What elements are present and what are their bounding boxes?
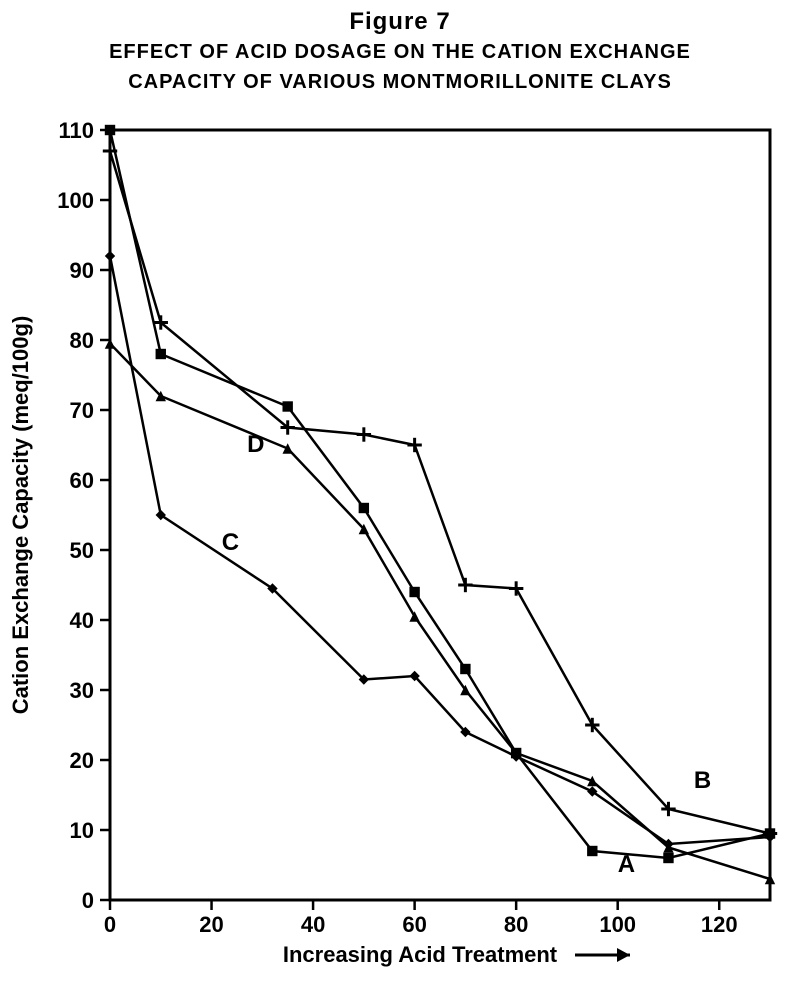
figure-title-line1: EFFECT OF ACID DOSAGE ON THE CATION EXCH… bbox=[0, 36, 800, 66]
svg-text:60: 60 bbox=[402, 912, 426, 937]
figure-page: Figure 7 EFFECT OF ACID DOSAGE ON THE CA… bbox=[0, 0, 800, 998]
series-A: A bbox=[105, 125, 775, 878]
series-C: C bbox=[105, 251, 775, 849]
line-chart: 0 10 20 30 40 50 60 70 80 90 100 110 0 20 40 60 80 100 120… bbox=[0, 120, 800, 980]
svg-text:0: 0 bbox=[104, 912, 116, 937]
series-B: B bbox=[103, 144, 777, 841]
svg-text:20: 20 bbox=[199, 912, 223, 937]
x-axis-label: Increasing Acid Treatment bbox=[283, 942, 558, 967]
svg-text:20: 20 bbox=[70, 748, 94, 773]
svg-text:10: 10 bbox=[70, 818, 94, 843]
svg-text:30: 30 bbox=[70, 678, 94, 703]
series-D: D bbox=[105, 338, 775, 884]
svg-text:50: 50 bbox=[70, 538, 94, 563]
svg-text:0: 0 bbox=[82, 888, 94, 913]
svg-text:110: 110 bbox=[59, 120, 95, 143]
svg-text:C: C bbox=[222, 529, 239, 556]
svg-text:90: 90 bbox=[70, 258, 94, 283]
svg-text:100: 100 bbox=[599, 912, 636, 937]
svg-text:70: 70 bbox=[70, 398, 94, 423]
svg-text:60: 60 bbox=[70, 468, 94, 493]
svg-text:40: 40 bbox=[301, 912, 325, 937]
svg-text:120: 120 bbox=[701, 912, 738, 937]
svg-text:100: 100 bbox=[57, 188, 94, 213]
svg-text:B: B bbox=[694, 767, 711, 794]
svg-text:80: 80 bbox=[70, 328, 94, 353]
svg-text:D: D bbox=[247, 431, 264, 458]
chart-area: 0 10 20 30 40 50 60 70 80 90 100 110 0 20 40 60 80 100 120… bbox=[0, 120, 800, 980]
y-axis-label: Cation Exchange Capacity (meq/100g) bbox=[8, 316, 33, 715]
figure-title-line2: CAPACITY OF VARIOUS MONTMORILLONITE CLAY… bbox=[0, 66, 800, 96]
svg-text:A: A bbox=[618, 851, 635, 878]
figure-number: Figure 7 bbox=[0, 0, 800, 36]
svg-text:80: 80 bbox=[504, 912, 528, 937]
svg-text:40: 40 bbox=[70, 608, 94, 633]
